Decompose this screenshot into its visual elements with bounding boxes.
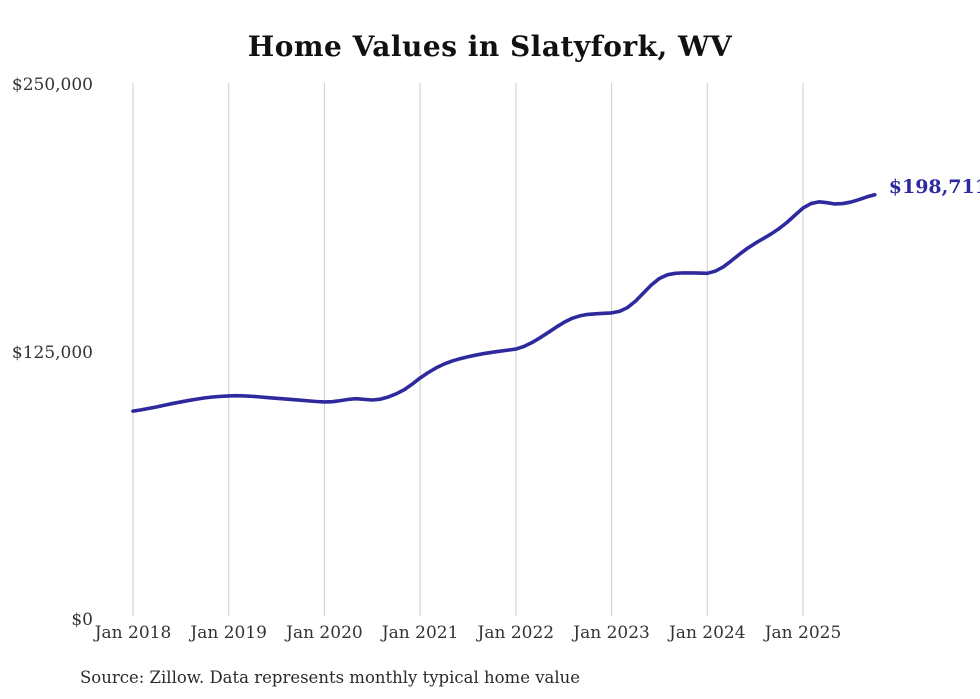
x-tick-label: Jan 2024 — [668, 623, 746, 643]
y-tick-label: $0 — [71, 610, 93, 630]
x-tick-label: Jan 2025 — [764, 623, 842, 643]
chart-title: Home Values in Slatyfork, WV — [247, 30, 733, 63]
latest-value-annotation: $198,711 — [888, 175, 980, 198]
x-tick-label: Jan 2018 — [94, 623, 172, 643]
y-tick-label: $125,000 — [11, 342, 93, 363]
x-tick-label: Jan 2019 — [190, 623, 267, 643]
x-tick-label: Jan 2022 — [477, 623, 555, 643]
y-tick-label: $250,000 — [11, 75, 93, 95]
x-tick-label: Jan 2023 — [573, 623, 650, 643]
source-note: Source: Zillow. Data represents monthly … — [80, 668, 581, 687]
x-tick-label: Jan 2021 — [381, 623, 459, 643]
home-value-line — [131, 192, 877, 413]
x-tick-label: Jan 2020 — [286, 623, 363, 643]
